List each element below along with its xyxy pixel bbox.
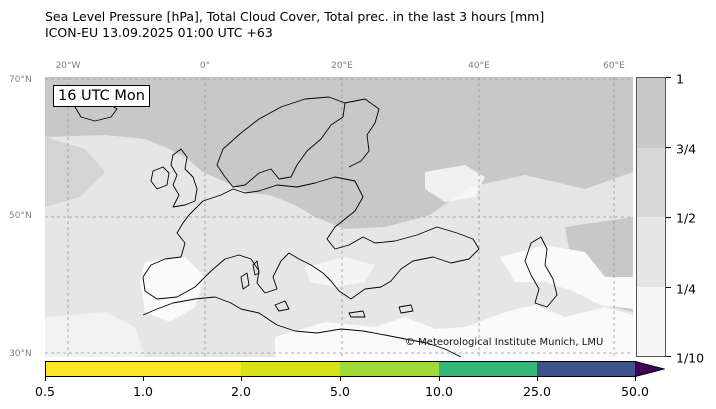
precip-extend-arrow — [635, 361, 665, 377]
clear-land-areas — [45, 165, 633, 357]
precip-tick-5-0: 5.0 — [330, 384, 350, 399]
cloud-band-2 — [637, 147, 665, 217]
lon-tick-40e: 40°E — [468, 61, 490, 71]
weather-map — [45, 77, 633, 357]
precip-tickmark — [143, 377, 144, 381]
cloud-tickmark — [666, 287, 671, 288]
precip-band-2-5 — [241, 361, 340, 377]
lat-tick-30n: 30°N — [9, 349, 32, 359]
lat-tick-70n: 70°N — [9, 75, 32, 85]
copyright-notice: © Meteorological Institute Munich, LMU — [405, 337, 604, 348]
cloud-band-1 — [637, 78, 665, 148]
cloud-tickmark — [666, 356, 671, 357]
cloud-tick-3-4: 3/4 — [676, 141, 697, 157]
cloud-band-4 — [637, 286, 665, 356]
lon-tick-20w: 20°W — [55, 61, 81, 71]
precip-tickmark — [45, 377, 46, 381]
precip-tick-1-0: 1.0 — [133, 384, 153, 399]
forecast-time-label: 16 UTC Mon — [53, 85, 150, 107]
precip-tick-0-5: 0.5 — [35, 384, 55, 399]
cloud-tickmark — [666, 147, 671, 148]
precip-tickmark — [340, 377, 341, 381]
cloud-tickmark — [666, 77, 671, 78]
cloud-tick-1-10: 1/10 — [676, 350, 705, 366]
precip-tick-10-0: 10.0 — [425, 384, 453, 399]
precip-tick-25-0: 25.0 — [523, 384, 551, 399]
precip-bar-outline — [45, 361, 665, 377]
precip-tickmark — [635, 377, 636, 381]
precip-tickmark — [439, 377, 440, 381]
graticule — [45, 77, 633, 357]
precip-tick-50-0: 50.0 — [621, 384, 649, 399]
lat-tick-50n: 50°N — [9, 211, 32, 221]
cloud-tick-1-4: 1/4 — [676, 281, 697, 297]
lon-tick-60e: 60°E — [603, 61, 625, 71]
cloud-cover-colorbar — [636, 77, 666, 357]
precip-band-10-25 — [439, 361, 537, 377]
precip-band-1-2 — [143, 361, 241, 377]
cloud-tickmark — [666, 217, 671, 218]
map-canvas — [45, 77, 633, 357]
cloud-tick-1-2: 1/2 — [676, 210, 697, 226]
lon-tick-0: 0° — [199, 61, 211, 71]
precip-tickmark — [537, 377, 538, 381]
precip-tick-2-0: 2.0 — [231, 384, 251, 399]
precip-band-25-50 — [537, 361, 635, 377]
precip-band-0-5-1 — [45, 361, 143, 377]
cloud-tick-1: 1 — [676, 71, 684, 87]
cloud-band-3 — [637, 217, 665, 287]
chart-title-line1: Sea Level Pressure [hPa], Total Cloud Co… — [45, 9, 545, 24]
precip-band-5-10 — [340, 361, 439, 377]
precipitation-colorbar — [45, 361, 665, 377]
coastlines — [74, 96, 558, 357]
lon-tick-20e: 20°E — [331, 61, 353, 71]
precip-tickmark — [241, 377, 242, 381]
chart-title-line2: ICON-EU 13.09.2025 01:00 UTC +63 — [45, 25, 273, 40]
